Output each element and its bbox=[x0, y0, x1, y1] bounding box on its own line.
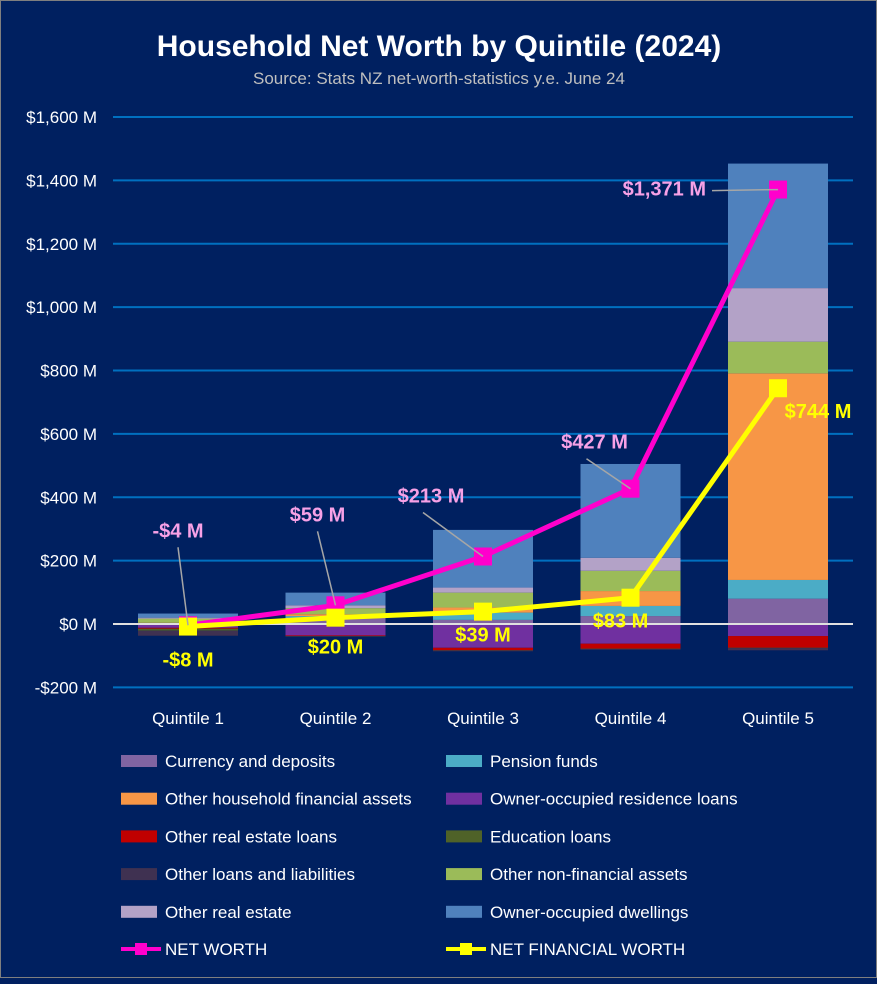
bar-segment bbox=[433, 588, 533, 593]
legend-marker bbox=[135, 943, 147, 955]
legend-label: NET WORTH bbox=[165, 940, 267, 959]
y-tick-label: $0 M bbox=[59, 615, 97, 634]
x-tick-label: Quintile 1 bbox=[152, 709, 224, 728]
legend-swatch bbox=[121, 755, 157, 767]
legend-label: Education loans bbox=[490, 827, 611, 846]
net-financial-worth-label: $20 M bbox=[308, 637, 364, 659]
legend-swatch bbox=[446, 830, 482, 842]
net-worth-label: $213 M bbox=[398, 486, 465, 508]
legend-marker bbox=[460, 943, 472, 955]
legend-label: Other real estate bbox=[165, 903, 292, 922]
x-tick-label: Quintile 3 bbox=[447, 709, 519, 728]
x-tick-label: Quintile 5 bbox=[742, 709, 814, 728]
legend-swatch bbox=[446, 868, 482, 880]
bar-segment bbox=[581, 558, 681, 571]
legend-label: Other non-financial assets bbox=[490, 865, 688, 884]
legend-label: Owner-occupied dwellings bbox=[490, 903, 688, 922]
y-tick-label: $200 M bbox=[40, 552, 97, 571]
legend-label: Other real estate loans bbox=[165, 827, 337, 846]
legend-swatch bbox=[446, 755, 482, 767]
legend-label: Other loans and liabilities bbox=[165, 865, 355, 884]
legend-swatch bbox=[121, 906, 157, 918]
bar-segment bbox=[728, 342, 828, 374]
net-worth-label: -$4 M bbox=[152, 520, 203, 542]
legend-swatch bbox=[121, 830, 157, 842]
legend-label: Other household financial assets bbox=[165, 790, 412, 809]
net-worth-label: $427 M bbox=[561, 432, 628, 454]
legend-label: Pension funds bbox=[490, 752, 598, 771]
bar-segment bbox=[728, 648, 828, 650]
legend-label: Owner-occupied residence loans bbox=[490, 790, 738, 809]
bar-segment bbox=[728, 288, 828, 342]
bar-segment bbox=[728, 624, 828, 636]
net-financial-worth-label: $83 M bbox=[593, 611, 649, 633]
bar-segment bbox=[581, 571, 681, 591]
net-financial-worth-label: $39 M bbox=[455, 625, 511, 647]
y-tick-label: $1,200 M bbox=[26, 235, 97, 254]
bar-segment bbox=[433, 648, 533, 651]
legend-swatch bbox=[446, 906, 482, 918]
y-tick-label: $1,600 M bbox=[26, 108, 97, 127]
bar-segment bbox=[728, 599, 828, 624]
y-tick-label: $800 M bbox=[40, 362, 97, 381]
legend-label: Currency and deposits bbox=[165, 752, 335, 771]
bar-segment bbox=[581, 649, 681, 650]
line-marker bbox=[327, 609, 345, 627]
bar-segment bbox=[581, 644, 681, 649]
y-tick-label: $1,400 M bbox=[26, 171, 97, 190]
line-marker bbox=[474, 603, 492, 621]
legend-swatch bbox=[446, 793, 482, 805]
x-tick-label: Quintile 2 bbox=[300, 709, 372, 728]
x-tick-label: Quintile 4 bbox=[595, 709, 667, 728]
line-marker bbox=[622, 589, 640, 607]
net-financial-worth-label: $744 M bbox=[785, 401, 852, 423]
y-tick-label: $600 M bbox=[40, 425, 97, 444]
chart-title: Household Net Worth by Quintile (2024) bbox=[157, 30, 722, 63]
bar-segment bbox=[433, 651, 533, 652]
chart-subtitle: Source: Stats NZ net-worth-statistics y.… bbox=[253, 69, 625, 88]
bar-segment bbox=[728, 580, 828, 599]
legend-swatch bbox=[121, 868, 157, 880]
net-worth-label: $59 M bbox=[290, 504, 346, 526]
y-tick-label: -$200 M bbox=[35, 678, 97, 697]
legend-label: NET FINANCIAL WORTH bbox=[490, 940, 685, 959]
leader-line bbox=[712, 190, 778, 191]
net-financial-worth-label: -$8 M bbox=[162, 650, 213, 672]
bar-segment bbox=[728, 636, 828, 648]
line-marker bbox=[769, 379, 787, 397]
y-tick-label: $1,000 M bbox=[26, 298, 97, 317]
net-worth-label: $1,371 M bbox=[623, 179, 706, 201]
legend-swatch bbox=[121, 793, 157, 805]
y-tick-label: $400 M bbox=[40, 488, 97, 507]
